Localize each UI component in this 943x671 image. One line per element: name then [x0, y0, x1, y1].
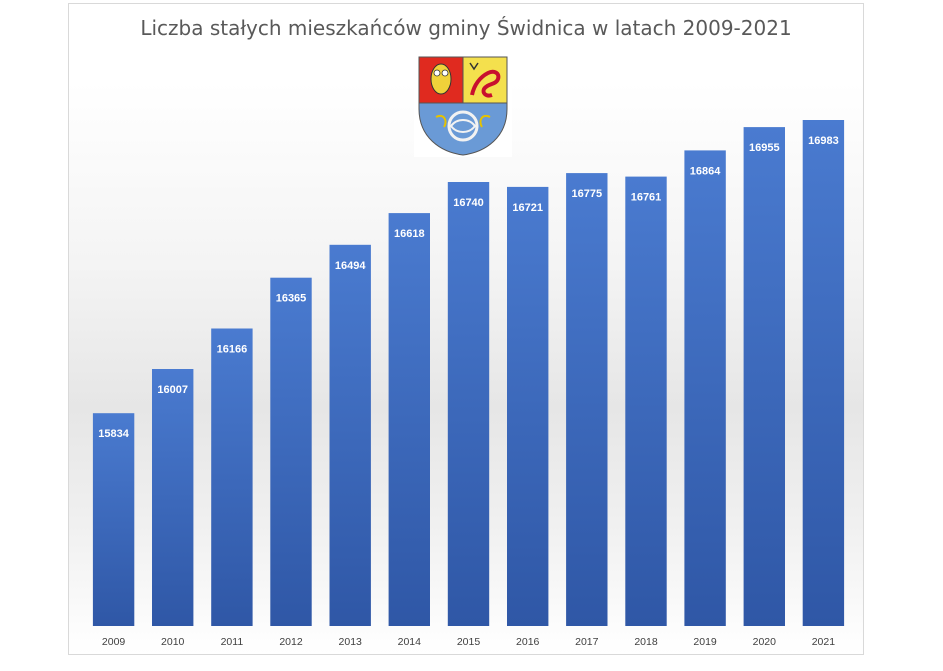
- x-tick-label-2009: 2009: [102, 636, 126, 648]
- bar-2010: [152, 369, 194, 626]
- x-tick-label-2013: 2013: [339, 636, 363, 648]
- x-tick-label-2010: 2010: [161, 636, 185, 648]
- bar-2016: [507, 186, 549, 626]
- data-label-2012: 16365: [276, 293, 307, 305]
- data-label-2017: 16775: [572, 188, 603, 200]
- bar-2018: [625, 176, 667, 626]
- data-label-2009: 15834: [98, 428, 129, 440]
- x-tick-label-2020: 2020: [753, 636, 777, 648]
- data-label-2020: 16955: [749, 142, 780, 154]
- data-label-2018: 16761: [631, 192, 662, 204]
- data-label-2015: 16740: [453, 197, 484, 209]
- bar-2015: [447, 182, 490, 626]
- x-tick-label-2021: 2021: [812, 636, 836, 648]
- data-label-2013: 16494: [335, 260, 366, 272]
- data-label-2021: 16983: [808, 135, 839, 147]
- bar-2017: [566, 173, 608, 626]
- x-tick-label-2018: 2018: [634, 636, 658, 648]
- bar-2014: [388, 213, 430, 626]
- x-tick-label-2017: 2017: [575, 636, 599, 648]
- bar-2009: [92, 413, 135, 626]
- x-tick-label-2016: 2016: [516, 636, 540, 648]
- data-label-2014: 16618: [394, 228, 425, 240]
- bar-2019: [684, 150, 726, 626]
- coat-of-arms-logo: [414, 55, 512, 157]
- data-label-2011: 16166: [217, 344, 248, 356]
- x-tick-label-2014: 2014: [398, 636, 422, 648]
- bar-2012: [270, 277, 312, 626]
- chart-title: Liczba stałych mieszkańców gminy Świdnic…: [140, 16, 792, 40]
- bar-2020: [743, 127, 785, 626]
- data-label-2016: 16721: [512, 202, 543, 214]
- bar-2021: [802, 120, 845, 626]
- x-tick-label-2011: 2011: [221, 636, 244, 648]
- x-tick-label-2012: 2012: [279, 636, 303, 648]
- x-tick-label-2015: 2015: [457, 636, 481, 648]
- data-label-2019: 16864: [690, 165, 721, 177]
- data-label-2010: 16007: [157, 384, 188, 396]
- bar-2011: [211, 328, 253, 626]
- bar-2013: [329, 244, 371, 627]
- x-tick-label-2019: 2019: [693, 636, 717, 648]
